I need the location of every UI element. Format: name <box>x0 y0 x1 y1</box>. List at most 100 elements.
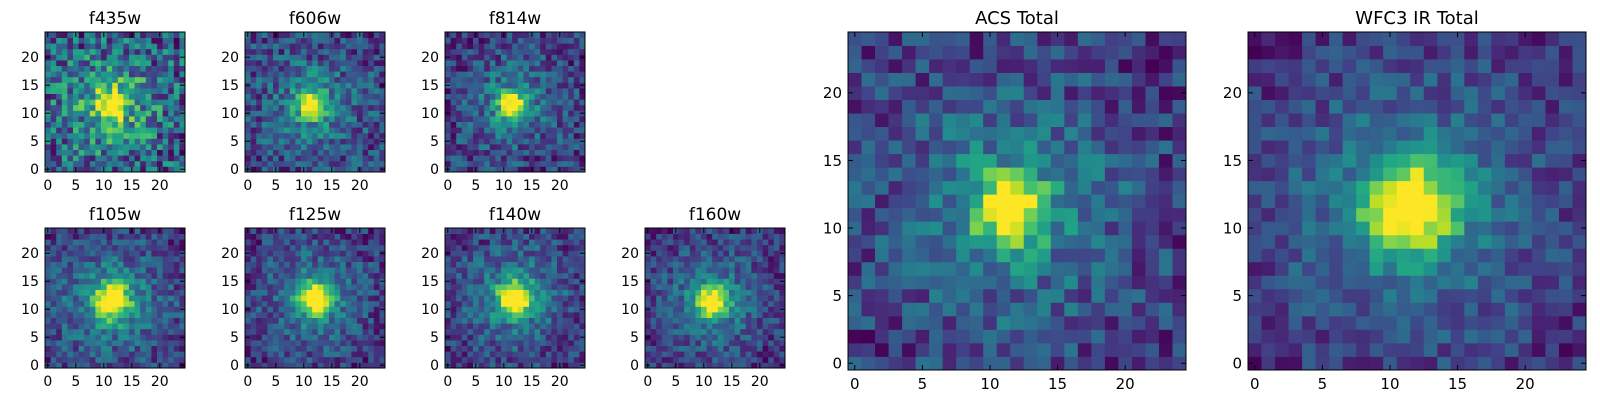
heatmap-cell <box>740 300 747 307</box>
heatmap-cell <box>273 295 279 302</box>
heatmap-cell <box>362 76 369 83</box>
heatmap-cell <box>373 43 380 50</box>
heatmap-cell <box>875 261 889 276</box>
heatmap-cell <box>368 284 375 290</box>
heatmap-cell <box>902 180 916 195</box>
heatmap-cell <box>140 155 147 162</box>
heatmap-cell <box>523 149 530 156</box>
heatmap-cell <box>450 82 457 89</box>
heatmap-cell <box>117 300 124 307</box>
heatmap-cell <box>757 306 763 313</box>
heatmap-cell <box>168 166 175 173</box>
heatmap-cell <box>929 234 944 249</box>
heatmap-cell <box>301 317 307 324</box>
heatmap-cell <box>134 32 141 38</box>
heatmap-cell <box>523 155 530 162</box>
y-tick-label: 10 <box>621 302 639 318</box>
panel-title: f105w <box>89 205 141 225</box>
heatmap-cell <box>1118 194 1133 209</box>
heatmap-cell <box>134 43 141 50</box>
heatmap-cell <box>545 116 552 122</box>
heatmap-cell <box>123 93 130 100</box>
heatmap-cell <box>517 54 524 61</box>
heatmap-cell <box>684 351 691 358</box>
heatmap-cell <box>45 295 51 302</box>
heatmap-cell <box>256 256 263 262</box>
heatmap-cell <box>678 334 685 341</box>
heatmap-cell <box>145 144 152 150</box>
heatmap-cell <box>117 149 124 156</box>
heatmap-cell <box>362 250 369 257</box>
heatmap-cell <box>284 93 291 100</box>
heatmap-cell <box>645 300 651 307</box>
heatmap-cell <box>467 356 474 363</box>
heatmap-cell <box>295 256 302 262</box>
heatmap-cell <box>151 166 158 173</box>
heatmap-cell <box>95 278 102 285</box>
heatmap-cell <box>157 317 163 324</box>
heatmap-cell <box>256 65 263 72</box>
heatmap-cell <box>173 340 180 346</box>
heatmap-cell <box>512 76 519 83</box>
heatmap-cell <box>67 244 74 251</box>
heatmap-cell <box>545 256 552 262</box>
heatmap-cell <box>568 362 575 369</box>
heatmap-cell <box>345 160 352 167</box>
heatmap-cell <box>450 233 457 240</box>
heatmap-cell <box>250 110 257 117</box>
heatmap-cell <box>478 256 485 262</box>
heatmap-cell <box>768 278 775 285</box>
heatmap-cell <box>645 312 651 318</box>
heatmap-cell <box>162 306 169 313</box>
heatmap-cell <box>157 104 163 111</box>
heatmap-cell <box>568 138 575 145</box>
heatmap-cell <box>484 160 491 167</box>
heatmap-cell <box>461 138 468 145</box>
heatmap-cell <box>78 233 85 240</box>
heatmap-cell <box>706 300 713 307</box>
heatmap-cell <box>256 300 263 307</box>
heatmap-cell <box>340 138 347 145</box>
heatmap-cell <box>534 166 541 173</box>
heatmap-cell <box>723 256 730 262</box>
y-tick-label: 0 <box>630 358 639 374</box>
heatmap-cell <box>117 132 124 139</box>
heatmap-cell <box>501 256 507 262</box>
heatmap-cell <box>551 149 558 156</box>
heatmap-cell <box>579 228 586 234</box>
heatmap-cell <box>357 48 363 55</box>
heatmap-cell <box>656 228 663 234</box>
heatmap-cell <box>162 250 169 257</box>
heatmap-cell <box>678 356 685 363</box>
heatmap-cell <box>284 149 291 156</box>
heatmap-cell <box>145 334 152 341</box>
heatmap-cell <box>848 221 862 236</box>
heatmap-cell <box>289 144 296 150</box>
heatmap-cell <box>484 149 491 156</box>
heatmap-cell <box>1104 234 1119 249</box>
heatmap-cell <box>273 104 279 111</box>
heatmap-cell <box>340 127 347 134</box>
heatmap-cell <box>723 272 730 279</box>
heatmap-cell <box>540 317 547 324</box>
heatmap-cell <box>557 48 563 55</box>
heatmap-cell <box>157 110 163 117</box>
heatmap-cell <box>848 248 862 263</box>
heatmap-cell <box>267 132 274 139</box>
heatmap-cell <box>273 160 279 167</box>
heatmap-cell <box>484 60 491 66</box>
heatmap-cell <box>168 54 175 61</box>
heatmap-cell <box>50 272 57 279</box>
heatmap-cell <box>551 127 558 134</box>
heatmap-cell <box>357 289 363 296</box>
heatmap-cell <box>73 71 79 78</box>
heatmap-cell <box>168 65 175 72</box>
heatmap-cell <box>84 65 91 72</box>
heatmap-cell <box>706 272 713 279</box>
heatmap-cell <box>645 233 651 240</box>
heatmap-cell <box>379 71 386 78</box>
heatmap-cell <box>134 312 141 318</box>
heatmap-cell <box>461 71 468 78</box>
heatmap-cell <box>983 207 998 222</box>
heatmap-cell <box>250 127 257 134</box>
